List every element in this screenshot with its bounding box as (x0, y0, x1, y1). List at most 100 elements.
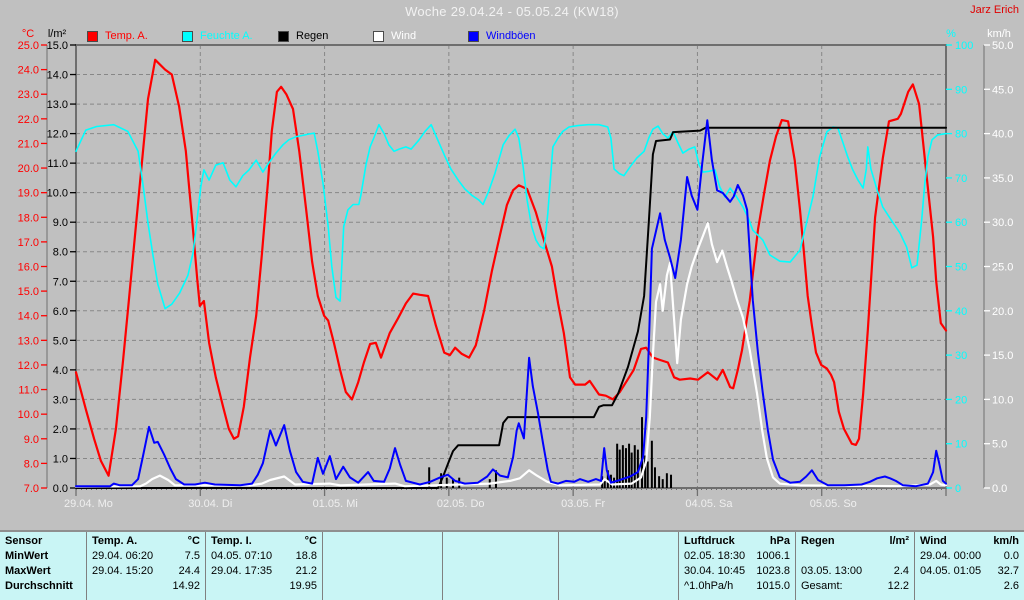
axis-tick-label-temp: 25.0 (18, 40, 39, 52)
rain-bar (603, 479, 606, 488)
table-cell-left: MaxWert (5, 565, 51, 577)
axis-tick-label-temp: 19.0 (18, 188, 39, 200)
table-cell-right: l/m² (889, 535, 909, 547)
legend-swatch-icon (87, 30, 98, 42)
x-axis-day-label: 04.05. Sa (685, 498, 733, 510)
watermark-author: Jarz Erich (970, 4, 1019, 16)
rain-bar (624, 448, 627, 488)
axis-tick-label-rain: 2.0 (53, 424, 68, 436)
x-axis-day-label: 03.05. Fr (561, 498, 605, 510)
table-row: Regen l/m² (796, 534, 914, 549)
table-cell-right: 2.4 (893, 565, 909, 577)
page-title: Woche 29.04.24 - 05.05.24 (KW18) (405, 4, 619, 19)
table-row: MaxWert (0, 564, 86, 579)
table-cell-right: 2.6 (1003, 580, 1019, 592)
legend-swatch-icon (373, 30, 384, 42)
table-row: 04.05. 07:10 18.8 (206, 549, 322, 564)
table-cell-left: Durchschnitt (5, 580, 73, 592)
rain-bar (616, 443, 619, 488)
table-row-labels-column: Sensor MinWert MaxWert Durchschnitt (0, 532, 86, 600)
table-row: 04.05. 01:05 32.7 (915, 564, 1024, 579)
table-cell-left: Wind (920, 535, 947, 547)
axis-tick-label-hum: 40 (955, 306, 967, 318)
axis-tick-label-hum: 100 (955, 40, 973, 52)
axis-tick-label-wind: 15.0 (992, 350, 1013, 362)
table-cell-right: 1006.1 (756, 550, 790, 562)
axis-tick-label-rain: 9.0 (53, 217, 68, 229)
table-row: 19.95 (206, 579, 322, 594)
legend-swatch-icon (468, 30, 479, 42)
axis-tick-label-hum: 20 (955, 394, 967, 406)
table-cell-left: 04.05. 07:10 (211, 550, 273, 562)
rain-bar (621, 445, 624, 488)
series-wind (74, 222, 948, 488)
rain-bar (661, 479, 664, 488)
table-row: 29.04. 15:20 24.4 (87, 564, 205, 579)
axis-tick-label-temp: 18.0 (18, 212, 39, 224)
x-axis-day-label: 01.05. Mi (313, 498, 358, 510)
table-cell-right: hPa (769, 535, 790, 547)
table-empty-column (442, 532, 558, 600)
legend-swatch-icon (278, 30, 289, 42)
axis-tick-label-hum: 90 (955, 84, 967, 96)
axis-tick-label-temp: 24.0 (18, 65, 39, 77)
table-row: Wind km/h (915, 534, 1024, 549)
axis-tick-label-hum: 50 (955, 262, 967, 274)
axis-tick-label-temp: 23.0 (18, 89, 39, 101)
rain-bar (636, 449, 639, 488)
table-row: ^1.0hPa/h 1015.0 (679, 579, 795, 594)
table-row: Gesamt: 12.2 (796, 579, 914, 594)
table-cell-left: Luftdruck (684, 535, 735, 547)
axis-tick-label-hum: 70 (955, 173, 967, 185)
axis-tick-label-hum: 10 (955, 439, 967, 451)
axis-tick-label-temp: 11.0 (18, 385, 39, 397)
axis-tick-label-rain: 0.0 (53, 483, 68, 495)
axis-tick-label-temp: 20.0 (18, 163, 39, 175)
table-cell-left: Regen (801, 535, 835, 547)
rain-bar (445, 477, 448, 488)
table-cell-right: 18.8 (295, 550, 317, 562)
sensor-column-regen: Regen l/m² 03.05. 13:00 2.4 Gesamt: 12.2 (795, 532, 914, 600)
table-cell-right: 1023.8 (756, 565, 790, 577)
axis-unit-temp: °C (22, 28, 34, 40)
table-row: 14.92 (87, 579, 205, 594)
axis-tick-label-rain: 10.0 (47, 188, 68, 200)
rain-bar (613, 477, 616, 488)
table-cell-left: 29.04. 00:00 (920, 550, 982, 562)
axis-tick-label-rain: 11.0 (47, 158, 68, 170)
chart-legend: Temp. A. Feuchte A. Regen Wind Windböen (0, 30, 1024, 44)
table-cell-left: Temp. A. (92, 535, 138, 547)
axis-tick-label-rain: 15.0 (47, 40, 68, 52)
axis-tick-label-temp: 7.0 (24, 483, 39, 495)
axis-tick-label-rain: 7.0 (53, 276, 68, 288)
plot-frame (75, 44, 947, 489)
rain-bar (650, 440, 653, 488)
table-cell-left: 29.04. 17:35 (211, 565, 273, 577)
table-cell-left: 02.05. 18:30 (684, 550, 746, 562)
table-cell-right: °C (304, 535, 317, 547)
table-cell-left: 30.04. 10:45 (684, 565, 746, 577)
axis-tick-label-wind: 20.0 (992, 306, 1013, 318)
axis-tick-label-hum: 80 (955, 129, 967, 141)
axis-tick-label-temp: 12.0 (18, 360, 39, 372)
axis-tick-label-rain: 3.0 (53, 394, 68, 406)
legend-label: Windböen (486, 30, 536, 42)
rain-bar (494, 470, 497, 488)
legend-label: Temp. A. (105, 30, 148, 42)
axis-tick-label-rain: 14.0 (47, 70, 68, 82)
legend-item-windb-en: Windböen (468, 30, 536, 42)
sensor-column-luftdruck: Luftdruck hPa 02.05. 18:30 1006.1 30.04. 10:… (678, 532, 795, 600)
axis-unit-hum: % (946, 28, 956, 40)
axis-tick-label-rain: 13.0 (47, 99, 68, 111)
legend-label: Feuchte A. (200, 30, 253, 42)
table-cell-left: Temp. I. (211, 535, 252, 547)
table-row: Luftdruck hPa (679, 534, 795, 549)
rain-bar (452, 479, 454, 488)
table-row: Temp. I. °C (206, 534, 322, 549)
sensor-column-wind: Wind km/h 29.04. 00:00 0.0 04.05. 01:05 32.7 2… (914, 532, 1024, 600)
table-cell-right: 12.2 (887, 580, 909, 592)
rain-bar (428, 467, 431, 488)
table-row: 03.05. 13:00 2.4 (796, 564, 914, 579)
legend-label: Regen (296, 30, 329, 42)
axis-tick-label-hum: 30 (955, 350, 967, 362)
